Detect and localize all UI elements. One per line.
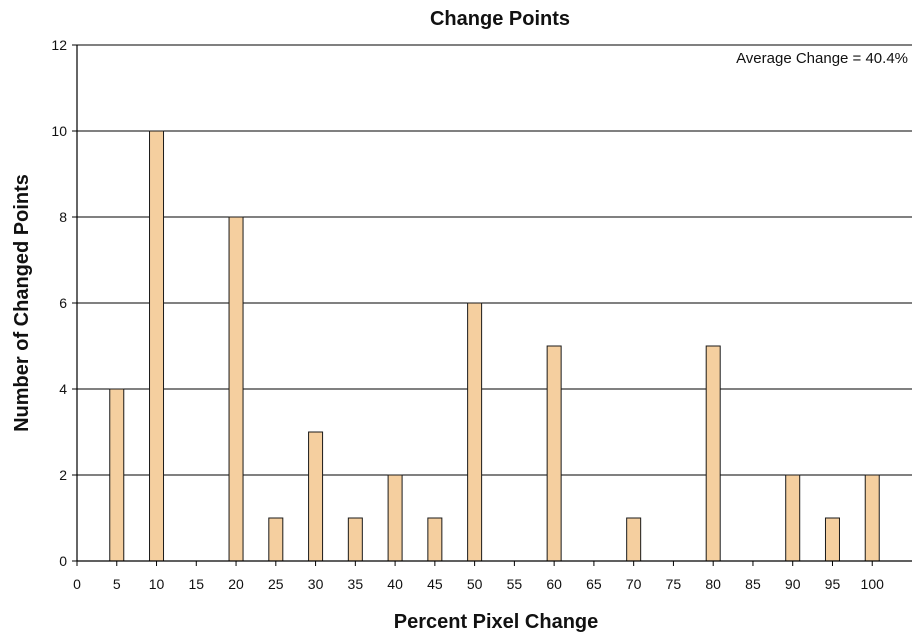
x-tick-label: 70	[626, 576, 642, 592]
bar	[228, 216, 244, 562]
x-tick-label: 100	[861, 576, 885, 592]
bar	[308, 431, 324, 562]
bar	[109, 388, 125, 562]
x-tick-label: 25	[268, 576, 284, 592]
x-tick-label: 95	[825, 576, 841, 592]
x-tick-label: 0	[73, 576, 81, 592]
y-axis-label: Number of Changed Points	[11, 174, 33, 432]
y-tick-label: 10	[51, 123, 67, 139]
average-change-annotation: Average Change = 40.4%	[736, 50, 908, 67]
bar	[467, 302, 483, 562]
bar	[149, 130, 165, 562]
y-tick-label: 6	[59, 295, 67, 311]
y-tick-label: 12	[51, 37, 67, 53]
y-tick-label: 2	[59, 467, 67, 483]
x-tick-label: 5	[113, 576, 121, 592]
bar	[546, 345, 562, 562]
bar	[626, 517, 642, 562]
x-tick-label: 90	[785, 576, 801, 592]
x-tick-label: 30	[308, 576, 324, 592]
bar	[268, 517, 284, 562]
x-tick-label: 35	[348, 576, 364, 592]
x-tick-label: 75	[666, 576, 682, 592]
y-tick-label: 0	[59, 553, 67, 569]
bars	[109, 130, 880, 562]
x-axis-label: Percent Pixel Change	[394, 611, 599, 633]
y-tick-label: 8	[59, 209, 67, 225]
bar	[387, 474, 403, 562]
x-tick-label: 60	[546, 576, 562, 592]
y-tick-labels: 0 2 4 6 8 10 12	[51, 37, 67, 569]
bar	[347, 517, 363, 562]
bar	[705, 345, 721, 562]
x-tick-label: 55	[507, 576, 523, 592]
bar	[864, 474, 880, 562]
x-tick-label: 40	[387, 576, 403, 592]
bar	[427, 517, 443, 562]
x-tick-label: 45	[427, 576, 443, 592]
bar	[785, 474, 801, 562]
axes	[72, 44, 912, 566]
x-tick-label: 15	[188, 576, 204, 592]
y-tick-label: 4	[59, 381, 67, 397]
x-tick-label: 20	[228, 576, 244, 592]
x-tick-label: 65	[586, 576, 602, 592]
bar	[824, 517, 840, 562]
x-tick-label: 10	[149, 576, 165, 592]
gridlines	[77, 44, 912, 476]
x-tick-label: 50	[467, 576, 483, 592]
x-tick-label: 85	[745, 576, 761, 592]
x-tick-label: 80	[705, 576, 721, 592]
chart-title: Change Points	[430, 8, 570, 30]
x-tick-labels: 0 5 10 15 20 25 30 35 40 45 50 55 60 65 70 75 80 85 90 95 10…	[73, 576, 884, 592]
